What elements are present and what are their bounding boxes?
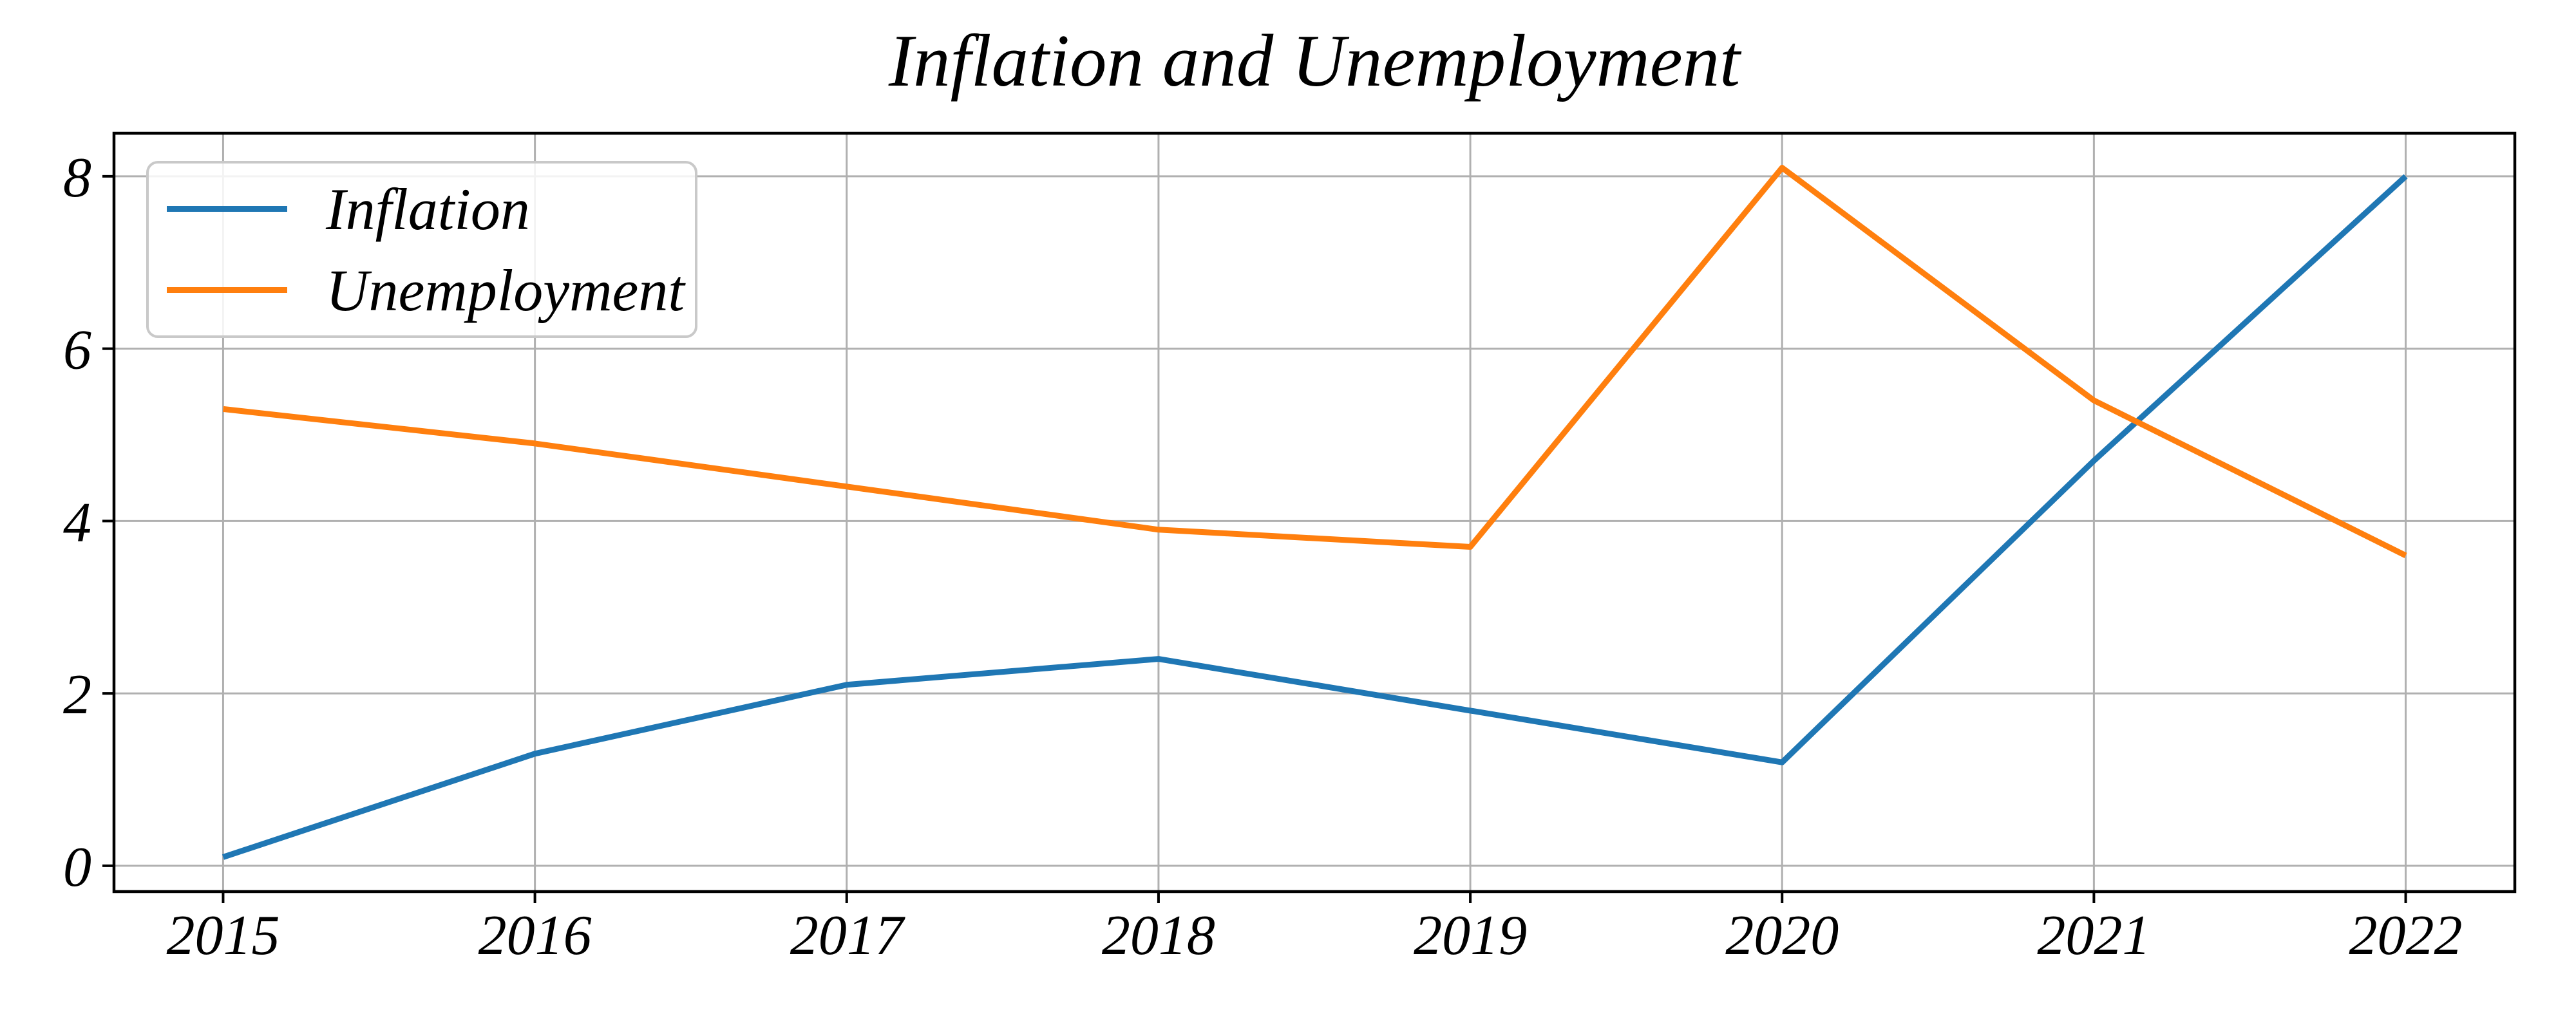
y-tick-label-8: 8 [63,147,91,209]
legend-label-inflation: Inflation [326,176,530,242]
legend-item-inflation: Inflation [149,177,695,241]
y-tick-label-4: 4 [63,491,91,554]
plot-area-border [112,131,2517,894]
y-tick-labels: 0 2 4 6 8 [63,147,91,899]
y-tick-label-6: 6 [63,319,91,382]
x-tick-label-2015: 2015 [166,904,279,967]
x-tick-labels: 2015 2016 2017 2018 2019 2020 2021 2022 [166,904,2462,967]
inflation-line-swatch [167,206,287,212]
unemployment-line-swatch [167,287,287,293]
x-tick-label-2016: 2016 [478,904,592,967]
x-tick-label-2020: 2020 [1725,904,1839,967]
x-tick-label-2019: 2019 [1414,904,1527,967]
inflation-line [222,174,2408,860]
series-lines [222,165,2408,860]
x-tick-label-2022: 2022 [2349,904,2463,967]
x-tick-label-2017: 2017 [790,904,906,967]
axis-ticks [102,174,2407,903]
legend: Inflation Unemployment [146,161,697,338]
x-tick-label-2018: 2018 [1102,904,1215,967]
legend-label-unemployment: Unemployment [326,257,685,323]
chart-title: Inflation and Unemployment [888,20,1742,102]
x-tick-label-2021: 2021 [2037,904,2150,967]
gridlines [114,133,2515,892]
legend-item-unemployment: Unemployment [149,258,695,323]
unemployment-line [222,165,2407,558]
y-tick-label-0: 0 [63,836,91,899]
y-tick-label-2: 2 [63,664,91,726]
